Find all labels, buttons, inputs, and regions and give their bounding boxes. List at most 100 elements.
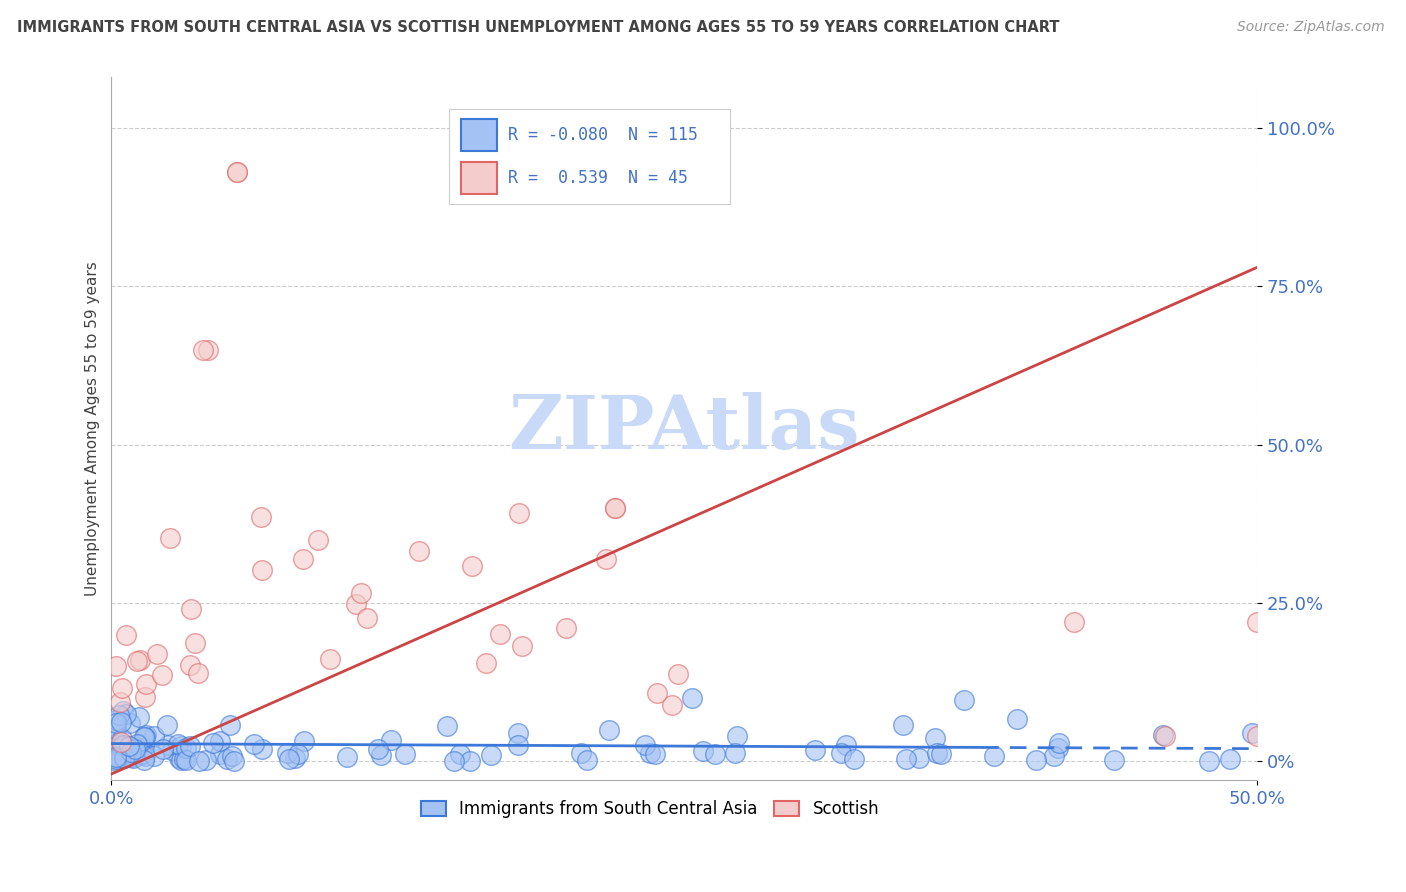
Point <box>242 737 264 751</box>
Point <box>219 718 242 732</box>
Point <box>1198 754 1220 768</box>
Point <box>104 744 127 758</box>
Point <box>924 731 946 745</box>
Point <box>350 585 373 599</box>
Point <box>104 738 127 752</box>
Point <box>1154 729 1177 743</box>
Point <box>120 750 142 764</box>
Point <box>222 754 245 768</box>
Point <box>104 754 127 768</box>
Point <box>180 602 202 616</box>
Point <box>461 558 484 573</box>
Point <box>725 729 748 743</box>
Point <box>132 731 155 745</box>
Point <box>120 745 142 759</box>
Point <box>167 737 190 751</box>
Point <box>179 657 201 672</box>
Point <box>110 735 132 749</box>
Point <box>121 740 143 755</box>
Point <box>908 751 931 765</box>
Point <box>555 621 578 635</box>
Point <box>891 717 914 731</box>
Point <box>118 716 141 731</box>
Point <box>896 752 918 766</box>
Text: IMMIGRANTS FROM SOUTH CENTRAL ASIA VS SCOTTISH UNEMPLOYMENT AMONG AGES 55 TO 59 : IMMIGRANTS FROM SOUTH CENTRAL ASIA VS SC… <box>17 20 1059 35</box>
Point <box>408 543 430 558</box>
Point <box>173 751 195 765</box>
Point <box>506 739 529 753</box>
Legend: Immigrants from South Central Asia, Scottish: Immigrants from South Central Asia, Scot… <box>413 793 886 825</box>
Point <box>143 729 166 743</box>
Point <box>104 713 127 727</box>
Point <box>156 717 179 731</box>
Point <box>107 750 129 764</box>
Point <box>209 747 232 762</box>
Point <box>197 343 219 357</box>
Point <box>605 501 627 516</box>
Point <box>575 752 598 766</box>
Point <box>127 737 149 751</box>
Point <box>104 715 127 730</box>
Point <box>112 738 135 752</box>
Text: ZIPAtlas: ZIPAtlas <box>509 392 860 466</box>
Point <box>131 741 153 756</box>
Point <box>191 343 214 357</box>
Point <box>1240 725 1263 739</box>
Point <box>170 739 193 754</box>
Point <box>356 611 378 625</box>
Point <box>508 506 530 520</box>
Point <box>489 627 512 641</box>
Point <box>458 754 481 768</box>
Point <box>115 739 138 754</box>
Point <box>174 740 197 755</box>
Point <box>110 715 132 730</box>
Point <box>475 657 498 671</box>
Point <box>276 747 298 761</box>
Point <box>925 746 948 760</box>
Point <box>111 704 134 718</box>
Point <box>142 748 165 763</box>
Point <box>595 552 617 566</box>
Point <box>209 734 232 748</box>
Point <box>287 747 309 762</box>
Point <box>169 751 191 765</box>
Point <box>983 748 1005 763</box>
Point <box>336 750 359 764</box>
Point <box>184 636 207 650</box>
Point <box>114 628 136 642</box>
Point <box>202 736 225 750</box>
Point <box>221 748 243 763</box>
Point <box>510 639 533 653</box>
Point <box>1042 749 1064 764</box>
Point <box>134 731 156 745</box>
Point <box>159 531 181 545</box>
Point <box>179 739 201 753</box>
Point <box>135 676 157 690</box>
Point <box>105 659 128 673</box>
Point <box>380 733 402 747</box>
Point <box>160 743 183 757</box>
Point <box>111 732 134 747</box>
Point <box>104 752 127 766</box>
Point <box>169 753 191 767</box>
Point <box>598 723 620 738</box>
Point <box>134 753 156 767</box>
Point <box>134 690 156 704</box>
Point <box>108 695 131 709</box>
Point <box>1219 752 1241 766</box>
Point <box>569 746 592 760</box>
Point <box>104 750 127 764</box>
Point <box>124 742 146 756</box>
Point <box>506 726 529 740</box>
Point <box>344 597 367 611</box>
Point <box>367 742 389 756</box>
Point <box>194 753 217 767</box>
Point <box>661 698 683 712</box>
Point <box>307 533 329 548</box>
Point <box>188 754 211 768</box>
Point <box>481 747 503 762</box>
Point <box>842 752 865 766</box>
Point <box>703 747 725 761</box>
Point <box>292 733 315 747</box>
Point <box>176 753 198 767</box>
